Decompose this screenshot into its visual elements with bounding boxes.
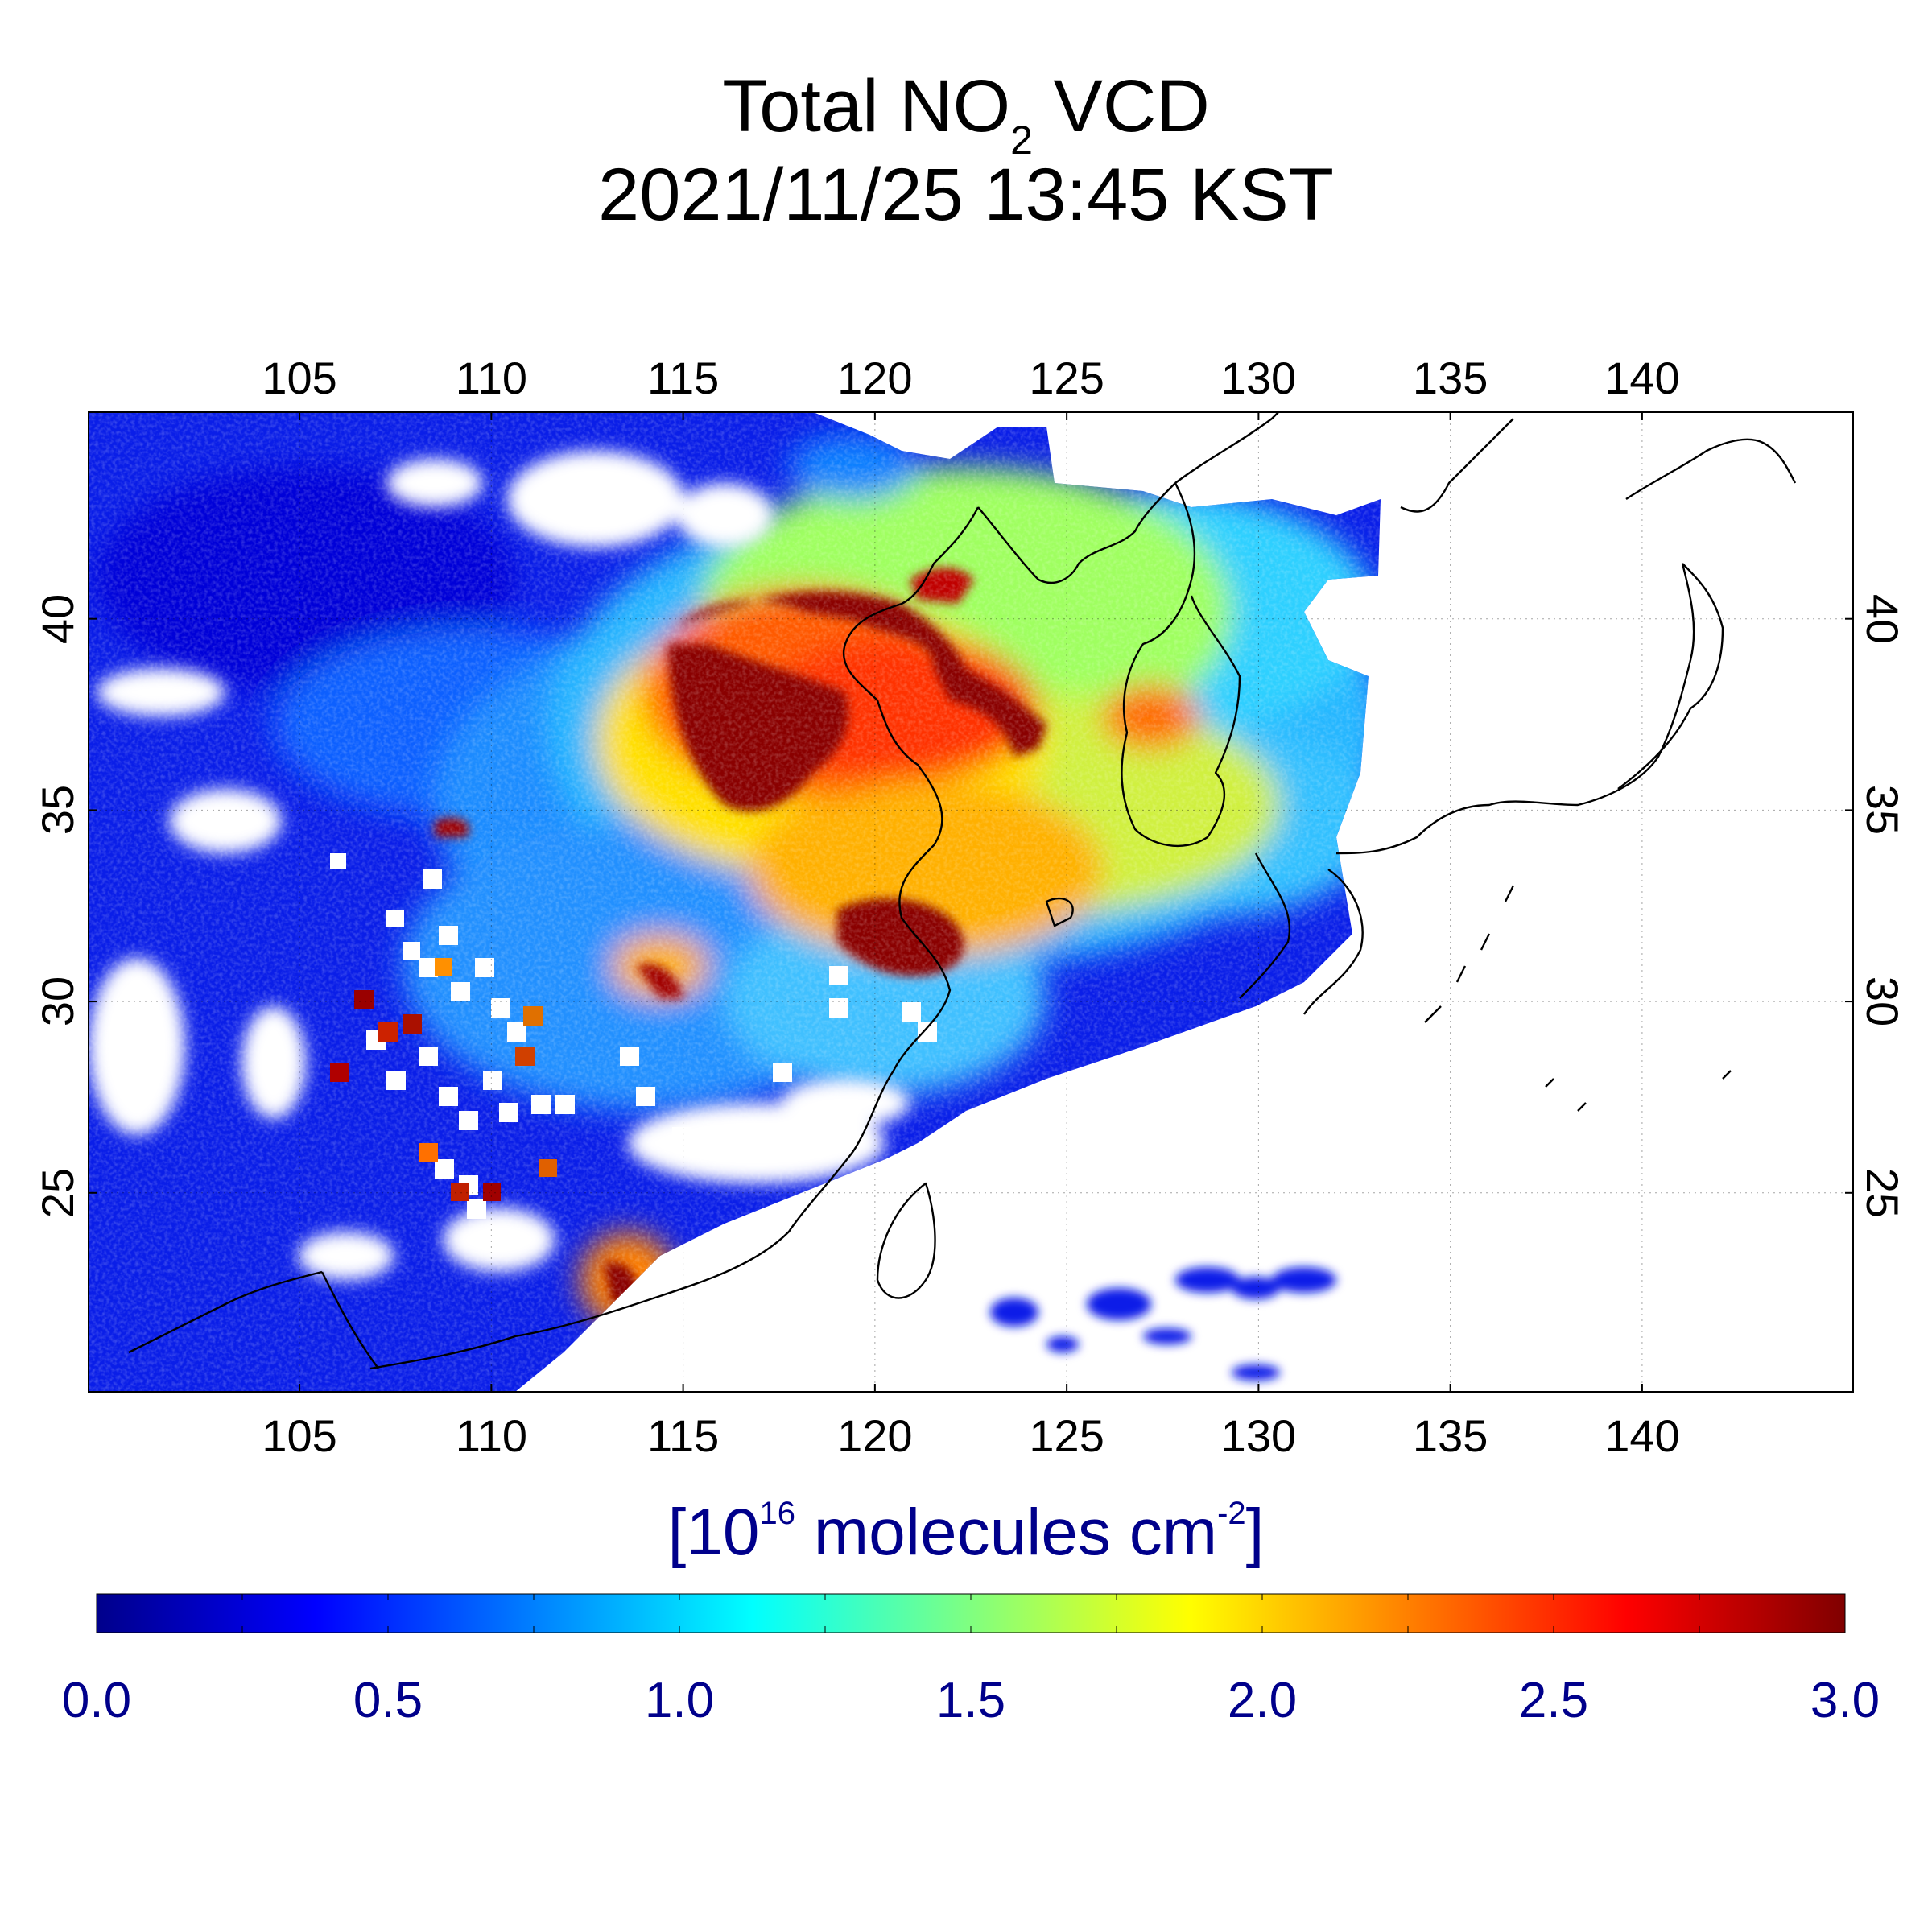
colorbar-tick-0.5: 0.5 [353, 1673, 423, 1728]
y-tick-right-40: 40 [1857, 593, 1908, 644]
axis-tick-marks [89, 412, 1853, 1392]
high-value-blocks [330, 958, 557, 1201]
coastlines [128, 412, 1797, 1370]
y-tick-right-25: 25 [1857, 1167, 1908, 1218]
x-tick-top-115: 115 [646, 353, 720, 403]
y-tick-right-30: 30 [1857, 976, 1908, 1027]
colorbar-tick-2.5: 2.5 [1518, 1673, 1589, 1728]
map-frame [88, 411, 1854, 1393]
grid-lines [89, 412, 1853, 1392]
x-tick-top-125: 125 [1029, 353, 1104, 403]
colorbar-tick-1.5: 1.5 [935, 1673, 1006, 1728]
colorbar-tick-3.0: 3.0 [1810, 1673, 1880, 1728]
x-tick-bottom-135: 135 [1412, 1410, 1488, 1461]
colorbar [96, 1593, 1846, 1633]
scattered-data-east [990, 1267, 1336, 1381]
y-tick-left-40: 40 [32, 593, 83, 644]
y-tick-left-30: 30 [32, 976, 83, 1027]
x-tick-bottom-115: 115 [646, 1410, 720, 1461]
x-tick-bottom-140: 140 [1604, 1410, 1680, 1461]
x-tick-bottom-120: 120 [837, 1410, 913, 1461]
x-tick-bottom-130: 130 [1220, 1410, 1297, 1461]
colorbar-tick-0.0: 0.0 [61, 1673, 132, 1728]
colorbar-tick-1.0: 1.0 [644, 1673, 715, 1728]
x-tick-bottom-110: 110 [455, 1410, 527, 1461]
x-tick-top-110: 110 [455, 353, 527, 403]
x-tick-bottom-125: 125 [1029, 1410, 1104, 1461]
x-tick-top-130: 130 [1220, 353, 1297, 403]
x-tick-top-105: 105 [262, 353, 337, 403]
x-tick-top-140: 140 [1604, 353, 1680, 403]
title-line-2: 2021/11/25 13:45 KST [598, 154, 1334, 236]
y-tick-left-35: 35 [32, 785, 83, 836]
x-tick-top-135: 135 [1412, 353, 1488, 403]
colorbar-units-label: [1016 molecules cm-2] [667, 1496, 1265, 1569]
x-tick-bottom-105: 105 [262, 1410, 337, 1461]
x-tick-top-120: 120 [837, 353, 913, 403]
y-tick-right-35: 35 [1857, 785, 1908, 836]
title-line-1: Total NO2 VCD [722, 65, 1210, 163]
colorbar-tick-2.0: 2.0 [1227, 1673, 1298, 1728]
y-tick-left-25: 25 [32, 1167, 83, 1218]
